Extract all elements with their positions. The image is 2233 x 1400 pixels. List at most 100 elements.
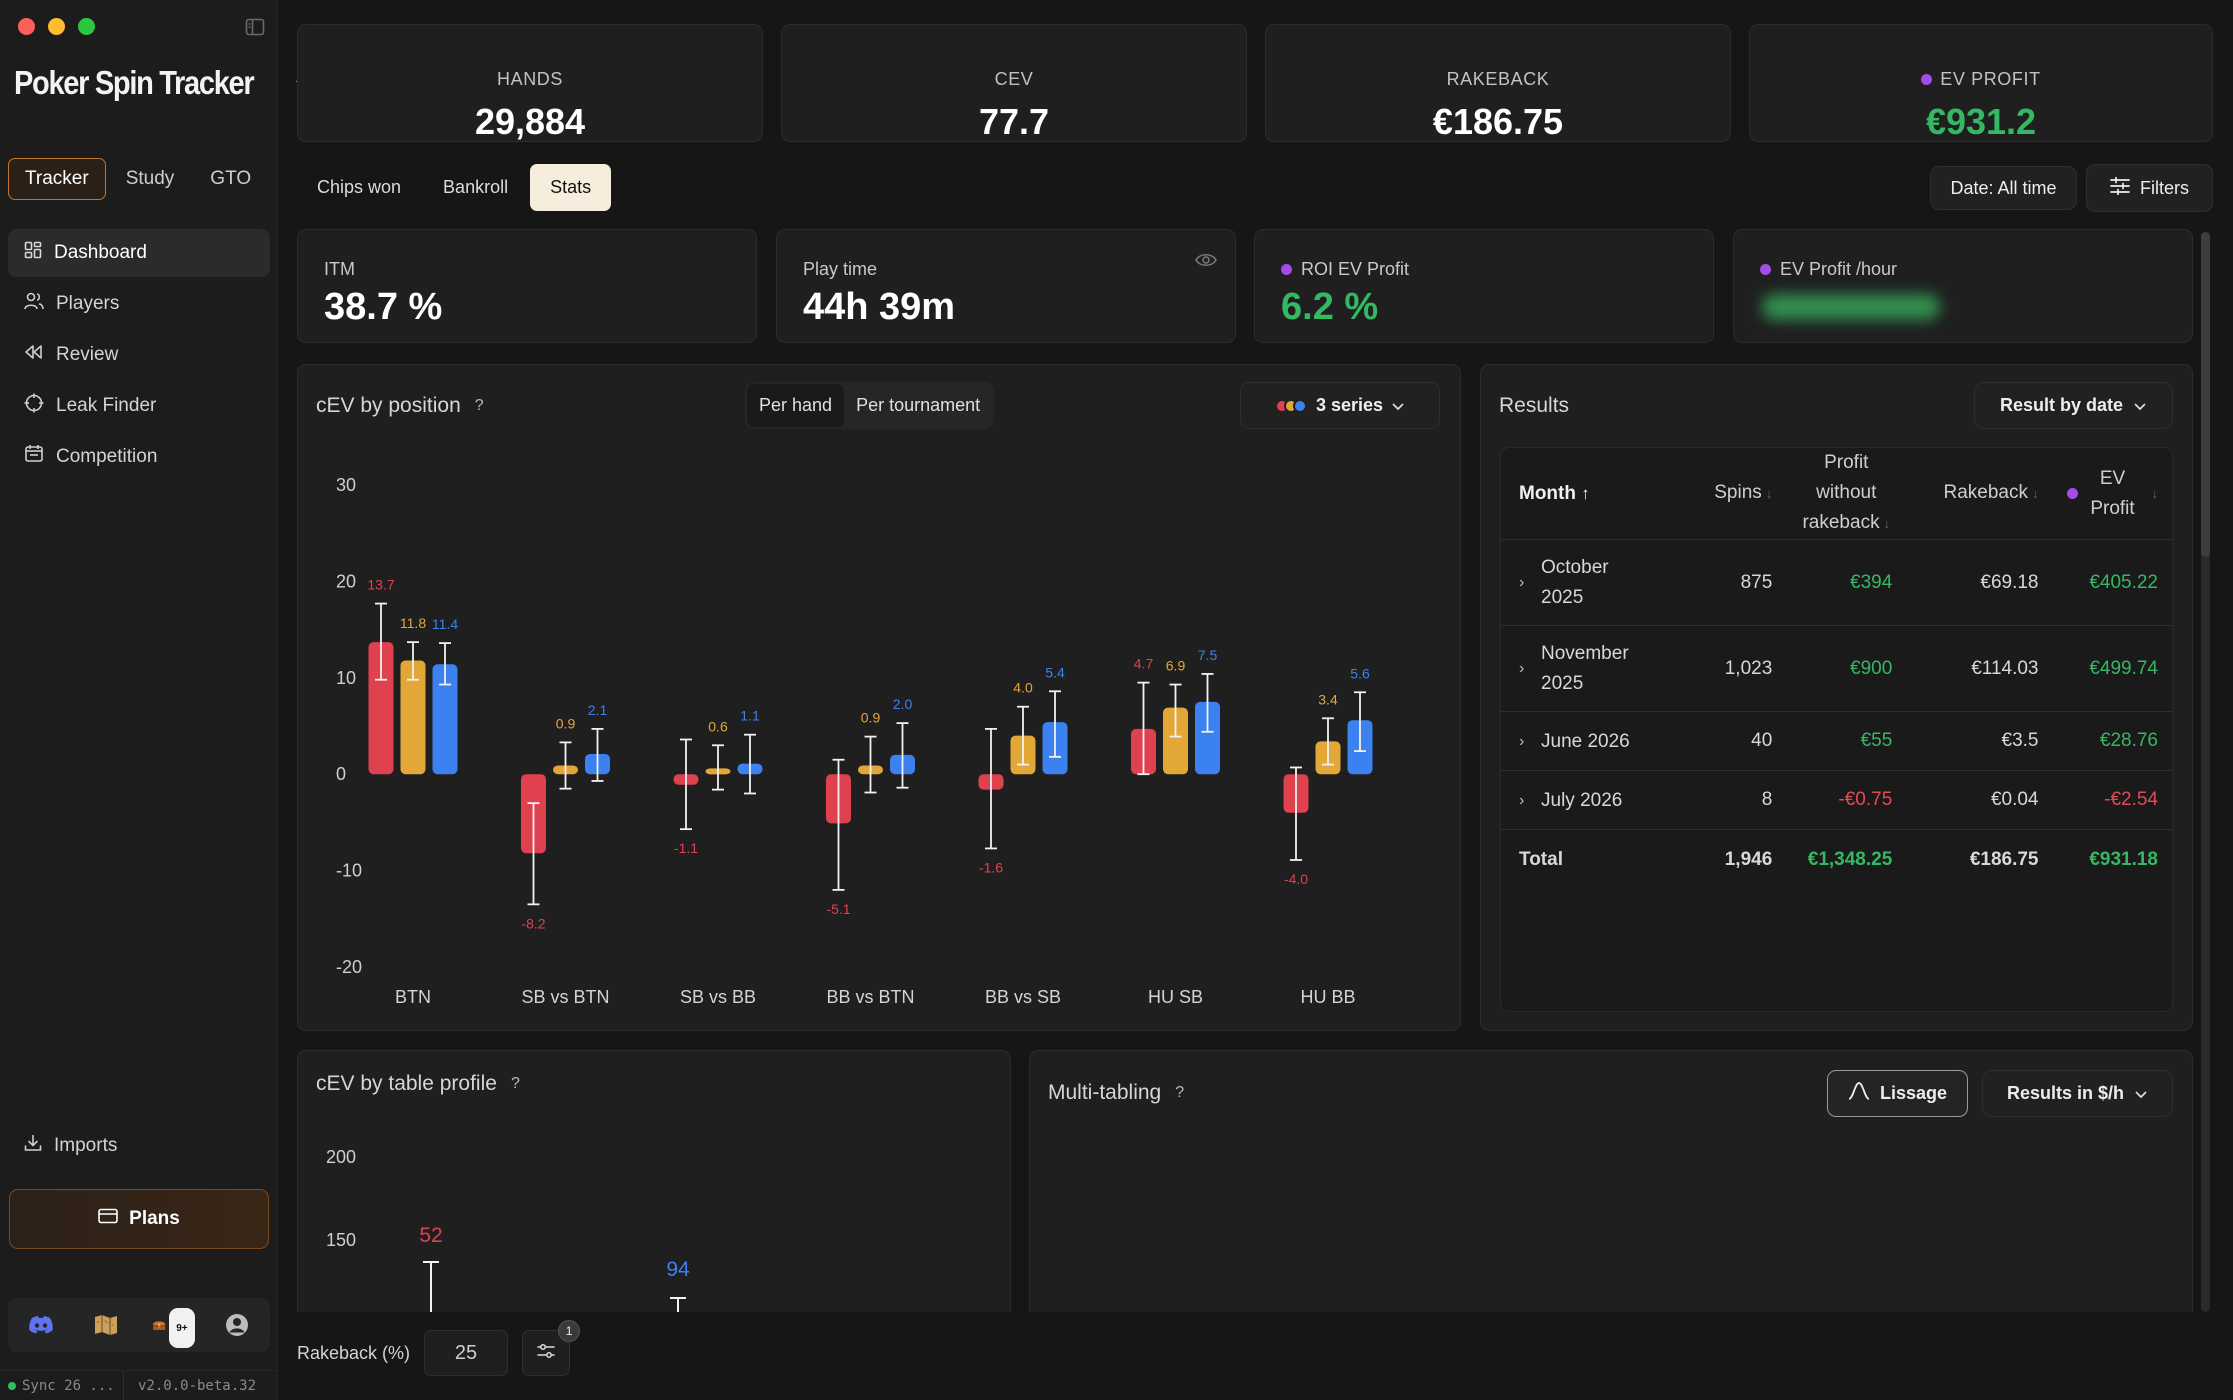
discord-icon[interactable] xyxy=(21,1305,61,1345)
eye-icon[interactable] xyxy=(1195,252,1217,273)
kpi-label: EV PROFIT xyxy=(1750,69,2212,90)
series-dropdown[interactable]: 3 series xyxy=(1240,382,1440,429)
stat-roi-ev-profit: ROI EV Profit 6.2 % xyxy=(1254,229,1714,343)
sync-status-dot xyxy=(8,1381,16,1390)
chevron-right-icon[interactable]: › xyxy=(1519,732,1525,750)
tab-bankroll[interactable]: Bankroll xyxy=(443,177,509,197)
stat-value: 38.7 % xyxy=(324,286,443,328)
toggle-per-hand[interactable]: Per hand xyxy=(747,384,845,427)
y-tick-label: 10 xyxy=(336,668,356,688)
cell-ev-profit: -€2.54 xyxy=(2052,770,2172,830)
chevron-down-icon xyxy=(1391,395,1405,416)
sort-arrow-icon: ↓ xyxy=(1765,486,1773,501)
minimize-window-button[interactable] xyxy=(48,18,65,35)
sidebar-item-label: Players xyxy=(56,293,120,314)
bar xyxy=(432,664,458,775)
table-row[interactable]: › November 2025 1,023 €900 €114.03 €499.7… xyxy=(1501,625,2172,712)
sidebar-item-review[interactable]: Review xyxy=(8,331,270,379)
date-filter-label: Date: All time xyxy=(1950,177,2057,198)
user-avatar-icon[interactable] xyxy=(217,1305,257,1345)
sidebar-item-imports[interactable]: Imports xyxy=(8,1122,270,1170)
close-window-button[interactable] xyxy=(18,18,35,35)
data-label: 0.9 xyxy=(861,710,881,726)
date-filter-button[interactable]: Date: All time xyxy=(1930,166,2077,210)
x-tick-label: BTN xyxy=(395,987,431,1007)
data-label: 0.9 xyxy=(556,715,576,731)
result-by-date-dropdown[interactable]: Result by date xyxy=(1974,382,2173,429)
cell-ev-profit: €499.74 xyxy=(2052,625,2172,712)
results-unit-dropdown[interactable]: Results in $/h xyxy=(1982,1070,2173,1117)
sidebar-item-dashboard[interactable]: Dashboard xyxy=(8,229,270,277)
ev-dot-icon xyxy=(1760,264,1771,275)
rakeback-input[interactable] xyxy=(424,1330,509,1376)
cev-by-table-profile-title: cEV by table profile ? xyxy=(316,1072,520,1096)
help-icon[interactable]: ? xyxy=(1175,1084,1185,1101)
table-row[interactable]: › July 2026 8 -€0.75 €0.04 -€2.54 xyxy=(1501,770,2172,830)
chevron-right-icon[interactable]: › xyxy=(1519,573,1525,591)
plans-label: Plans xyxy=(129,1208,180,1229)
cell-rakeback: €0.04 xyxy=(1906,770,2053,830)
sidebar-item-players[interactable]: Players xyxy=(8,280,270,328)
panel-title-text: cEV by table profile xyxy=(316,1072,497,1095)
data-label: 2.1 xyxy=(588,702,608,718)
tab-stats[interactable]: Stats xyxy=(530,164,612,211)
cell-spins: 40 xyxy=(1684,711,1787,771)
cev-by-position-chart: 30 20 10 0 -10 -20 BTN 13.7 11.8 11.4 SB vs BTN -8.… xyxy=(336,475,1373,1007)
bar xyxy=(400,660,426,775)
mode-tab-study[interactable]: Study xyxy=(125,168,175,189)
download-icon xyxy=(24,1134,42,1158)
rakeback-settings-button[interactable]: 1 xyxy=(522,1320,581,1376)
sync-status[interactable]: Sync 26 ... xyxy=(0,1371,124,1400)
stat-itm: ITM 38.7 % xyxy=(297,229,757,343)
results-unit-label: Results in $/h xyxy=(2006,1083,2125,1103)
x-tick-label: BB vs SB xyxy=(985,987,1061,1007)
month-label: November 2025 xyxy=(1541,642,1629,694)
column-spins[interactable]: Spins ↓ xyxy=(1684,448,1787,540)
main-scrollbar[interactable] xyxy=(2201,232,2210,1312)
column-ev-profit[interactable]: EV Profit ↓ xyxy=(2052,448,2172,540)
kpi-rakeback: RAKEBACK €186.75 xyxy=(1265,24,1731,142)
chevron-right-icon[interactable]: › xyxy=(1519,791,1525,809)
help-icon[interactable]: ? xyxy=(474,397,484,414)
sidebar: Poker Spin Tracker Tracker Study GTO Das… xyxy=(0,0,314,1400)
sidebar-item-competition[interactable]: Competition xyxy=(8,433,270,481)
cell-spins: 8 xyxy=(1684,770,1787,830)
sort-arrow-icon: ↓ xyxy=(1883,516,1891,531)
cev-by-table-profile-chart: 200 150 52 94 xyxy=(326,1147,690,1312)
column-profit[interactable]: Profit without rakeback ↓ xyxy=(1786,448,1907,540)
treasure-chest-icon[interactable]: 9+ xyxy=(152,1305,195,1348)
mode-tab-tracker[interactable]: Tracker xyxy=(8,158,106,200)
mode-tab-gto[interactable]: GTO xyxy=(210,168,252,189)
toggle-per-tournament[interactable]: Per tournament xyxy=(856,395,981,415)
table-row[interactable]: › October 2025 875 €394 €69.18 €405.22 xyxy=(1501,539,2172,626)
sidebar-item-label: Review xyxy=(56,344,119,365)
brand-logo: Poker Spin Tracker xyxy=(14,62,316,103)
stat-label: ITM xyxy=(324,259,355,279)
notification-badge: 9+ xyxy=(169,1308,195,1348)
kpi-label-text: RAKEBACK xyxy=(1446,69,1550,89)
table-row[interactable]: › June 2026 40 €55 €3.5 €28.76 xyxy=(1501,711,2172,771)
main-scrollbar-thumb[interactable] xyxy=(2201,232,2210,557)
help-icon[interactable]: ? xyxy=(510,1075,520,1092)
column-rakeback[interactable]: Rakeback ↓ xyxy=(1906,448,2053,540)
month-label: June 2026 xyxy=(1541,730,1630,752)
map-icon[interactable] xyxy=(86,1305,126,1345)
tab-chips-won[interactable]: Chips won xyxy=(317,177,402,197)
app-version: v2.0.0-beta.32 xyxy=(138,1377,257,1394)
column-month[interactable]: Month ↑ xyxy=(1501,448,1685,540)
chevron-right-icon[interactable]: › xyxy=(1519,659,1525,677)
maximize-window-button[interactable] xyxy=(78,18,95,35)
sidebar-nav: Dashboard Players Review Leak Finder Com… xyxy=(8,229,270,484)
sidebar-item-leak-finder[interactable]: Leak Finder xyxy=(8,382,270,430)
data-label: 7.5 xyxy=(1198,647,1218,663)
sidebar-toggle-icon[interactable] xyxy=(245,17,265,42)
cell-profit: -€0.75 xyxy=(1786,770,1907,830)
filters-button[interactable]: Filters xyxy=(2086,164,2213,212)
stat-label: EV Profit /hour xyxy=(1760,259,1897,280)
column-label: Profit without rakeback xyxy=(1802,452,1880,533)
plans-button[interactable]: Plans xyxy=(9,1189,269,1249)
smoothing-button[interactable]: Lissage xyxy=(1827,1070,1968,1117)
cell-ev-profit: €931.18 xyxy=(2089,848,2158,870)
data-label: 4.0 xyxy=(1013,680,1033,696)
stat-label-text: EV Profit /hour xyxy=(1780,259,1898,279)
